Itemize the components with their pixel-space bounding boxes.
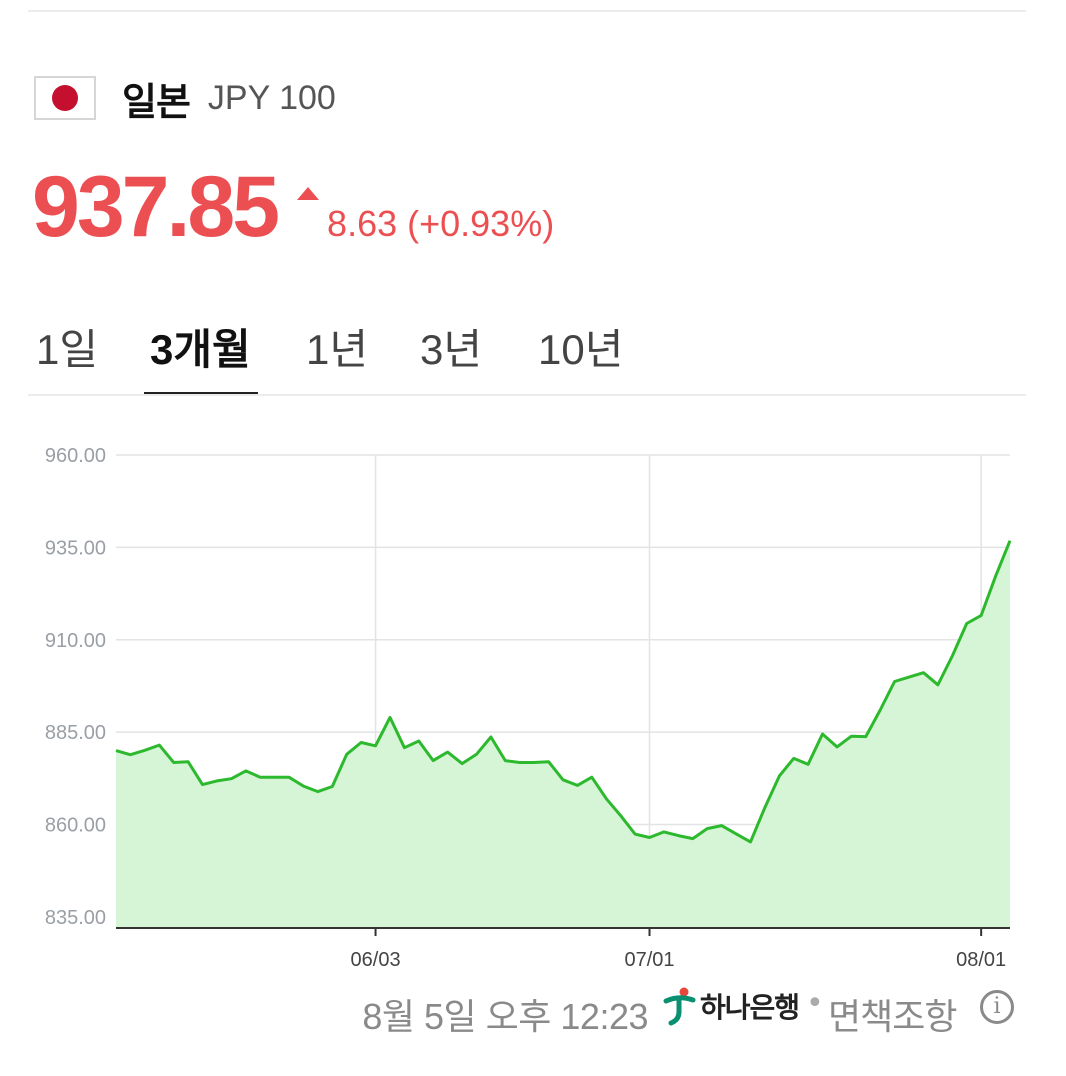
tab-3-months[interactable]: 3개월 bbox=[150, 326, 251, 373]
current-price: 937.85 bbox=[32, 159, 280, 255]
price-change: 8.63 (+0.93%) bbox=[327, 203, 555, 244]
y-tick-label: 835.00 bbox=[45, 907, 106, 929]
up-arrow-icon bbox=[297, 187, 320, 200]
currency-code: JPY 100 bbox=[207, 78, 336, 117]
tab-1-day[interactable]: 1일 bbox=[36, 326, 98, 373]
x-tick-label: 07/01 bbox=[624, 949, 674, 971]
price-row: 937.85 8.63 (+0.93%) bbox=[32, 158, 554, 257]
price-chart[interactable]: 960.00 935.00 910.00 885.00 860.00 835.00 06/0… bbox=[0, 420, 1066, 980]
tab-3-years[interactable]: 3년 bbox=[420, 326, 482, 373]
footer: 8월 5일 오후 12:23 하나은행 • 면책조항 i bbox=[0, 982, 1066, 1038]
y-tick-label: 910.00 bbox=[45, 630, 106, 652]
top-divider bbox=[28, 10, 1026, 12]
currency-header: 일본 JPY 100 bbox=[34, 74, 336, 124]
y-tick-label: 860.00 bbox=[45, 815, 106, 837]
series-area-fill bbox=[116, 540, 1010, 928]
country-name: 일본 bbox=[122, 79, 191, 124]
y-tick-label: 885.00 bbox=[45, 722, 106, 744]
japan-flag-icon bbox=[34, 76, 96, 120]
tab-10-years[interactable]: 10년 bbox=[538, 326, 624, 373]
series-line bbox=[115, 540, 1012, 844]
hana-bank-logo-icon bbox=[663, 987, 696, 1026]
chart-svg: 960.00 935.00 910.00 885.00 860.00 835.00 06/0… bbox=[45, 445, 1012, 971]
bank-name: 하나은행 bbox=[700, 991, 800, 1024]
tab-1-year[interactable]: 1년 bbox=[306, 326, 368, 373]
disclaimer-link[interactable]: 면책조항 bbox=[828, 997, 957, 1038]
bank-source: 하나은행 bbox=[662, 986, 800, 1026]
update-timestamp: 8월 5일 오후 12:23 bbox=[362, 996, 648, 1037]
x-tick-label: 08/01 bbox=[956, 949, 1006, 971]
x-tick-label: 06/03 bbox=[351, 949, 401, 971]
active-tab-indicator bbox=[144, 392, 258, 394]
y-tick-label: 935.00 bbox=[45, 537, 106, 559]
info-icon[interactable]: i bbox=[980, 990, 1014, 1024]
period-tabs: 1일 3개월 1년 3년 10년 bbox=[28, 300, 1026, 396]
separator: • bbox=[806, 986, 824, 1021]
y-tick-label: 960.00 bbox=[45, 445, 106, 467]
